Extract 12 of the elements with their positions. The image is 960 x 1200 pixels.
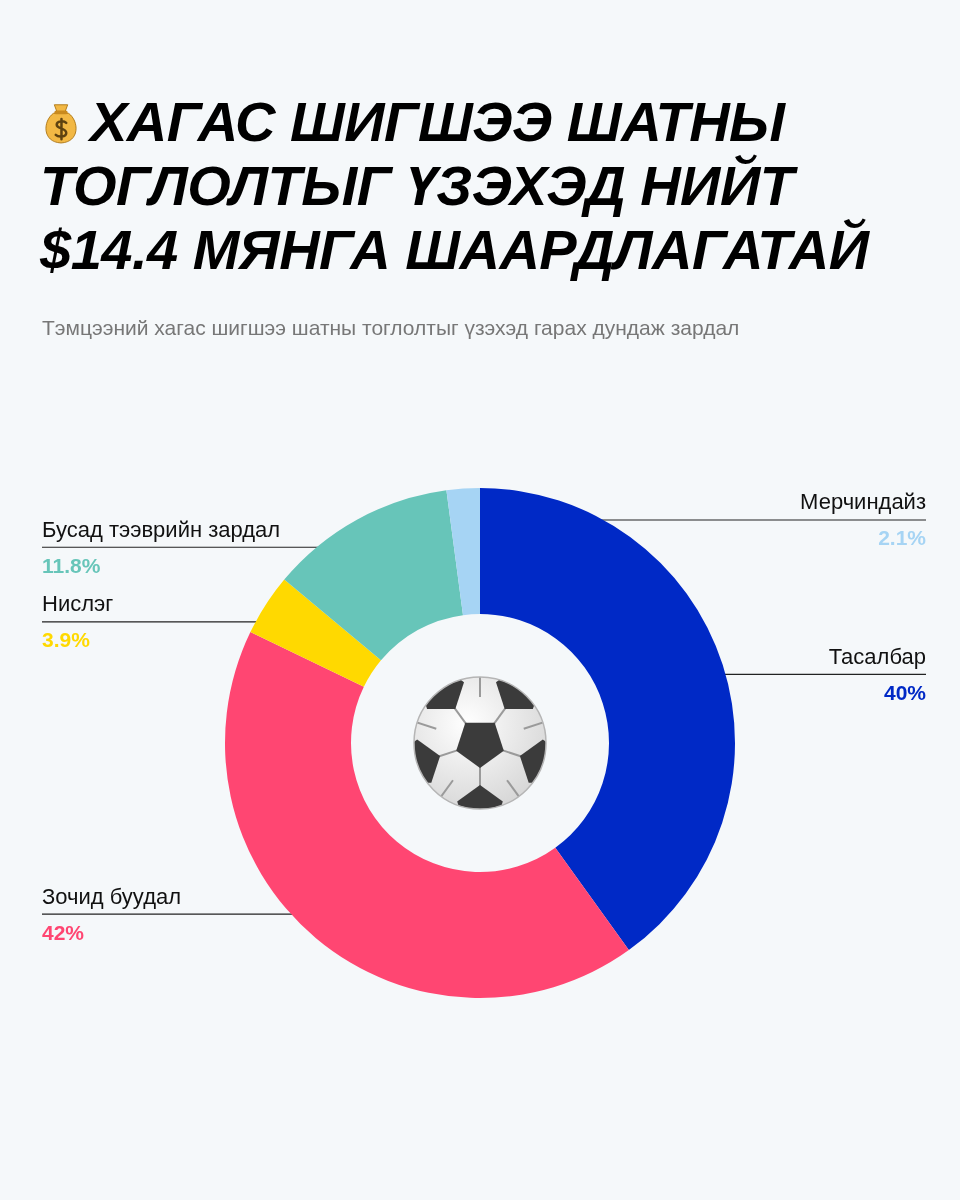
chart-title: ХАГАС ШИГШЭЭ ШАТНЫ ТОГЛОЛТЫГ ҮЗЭХЭД НИЙТ $14.4 МЯНГА ШААРДЛАГАТАЙ [40,90,869,281]
chart-subtitle: Тэмцээний хагас шигшээ шатны тоглолтыг үзэхэд гарах дундаж зардал [42,316,740,340]
slice-label: Бусад тээврийн зардал [42,516,281,542]
slice-label: Зочид буудал [42,883,182,909]
data-label: 3.9% [42,628,91,652]
data-label: 42% [42,920,85,944]
slice-label: Нислэг [42,591,114,617]
slice-label: Тасалбар [828,643,926,669]
data-label: 11.8% [42,553,101,577]
data-label: 40% [883,680,927,704]
data-label: 2.1% [878,526,927,550]
slice-label: Мерчиндайз [800,489,926,515]
